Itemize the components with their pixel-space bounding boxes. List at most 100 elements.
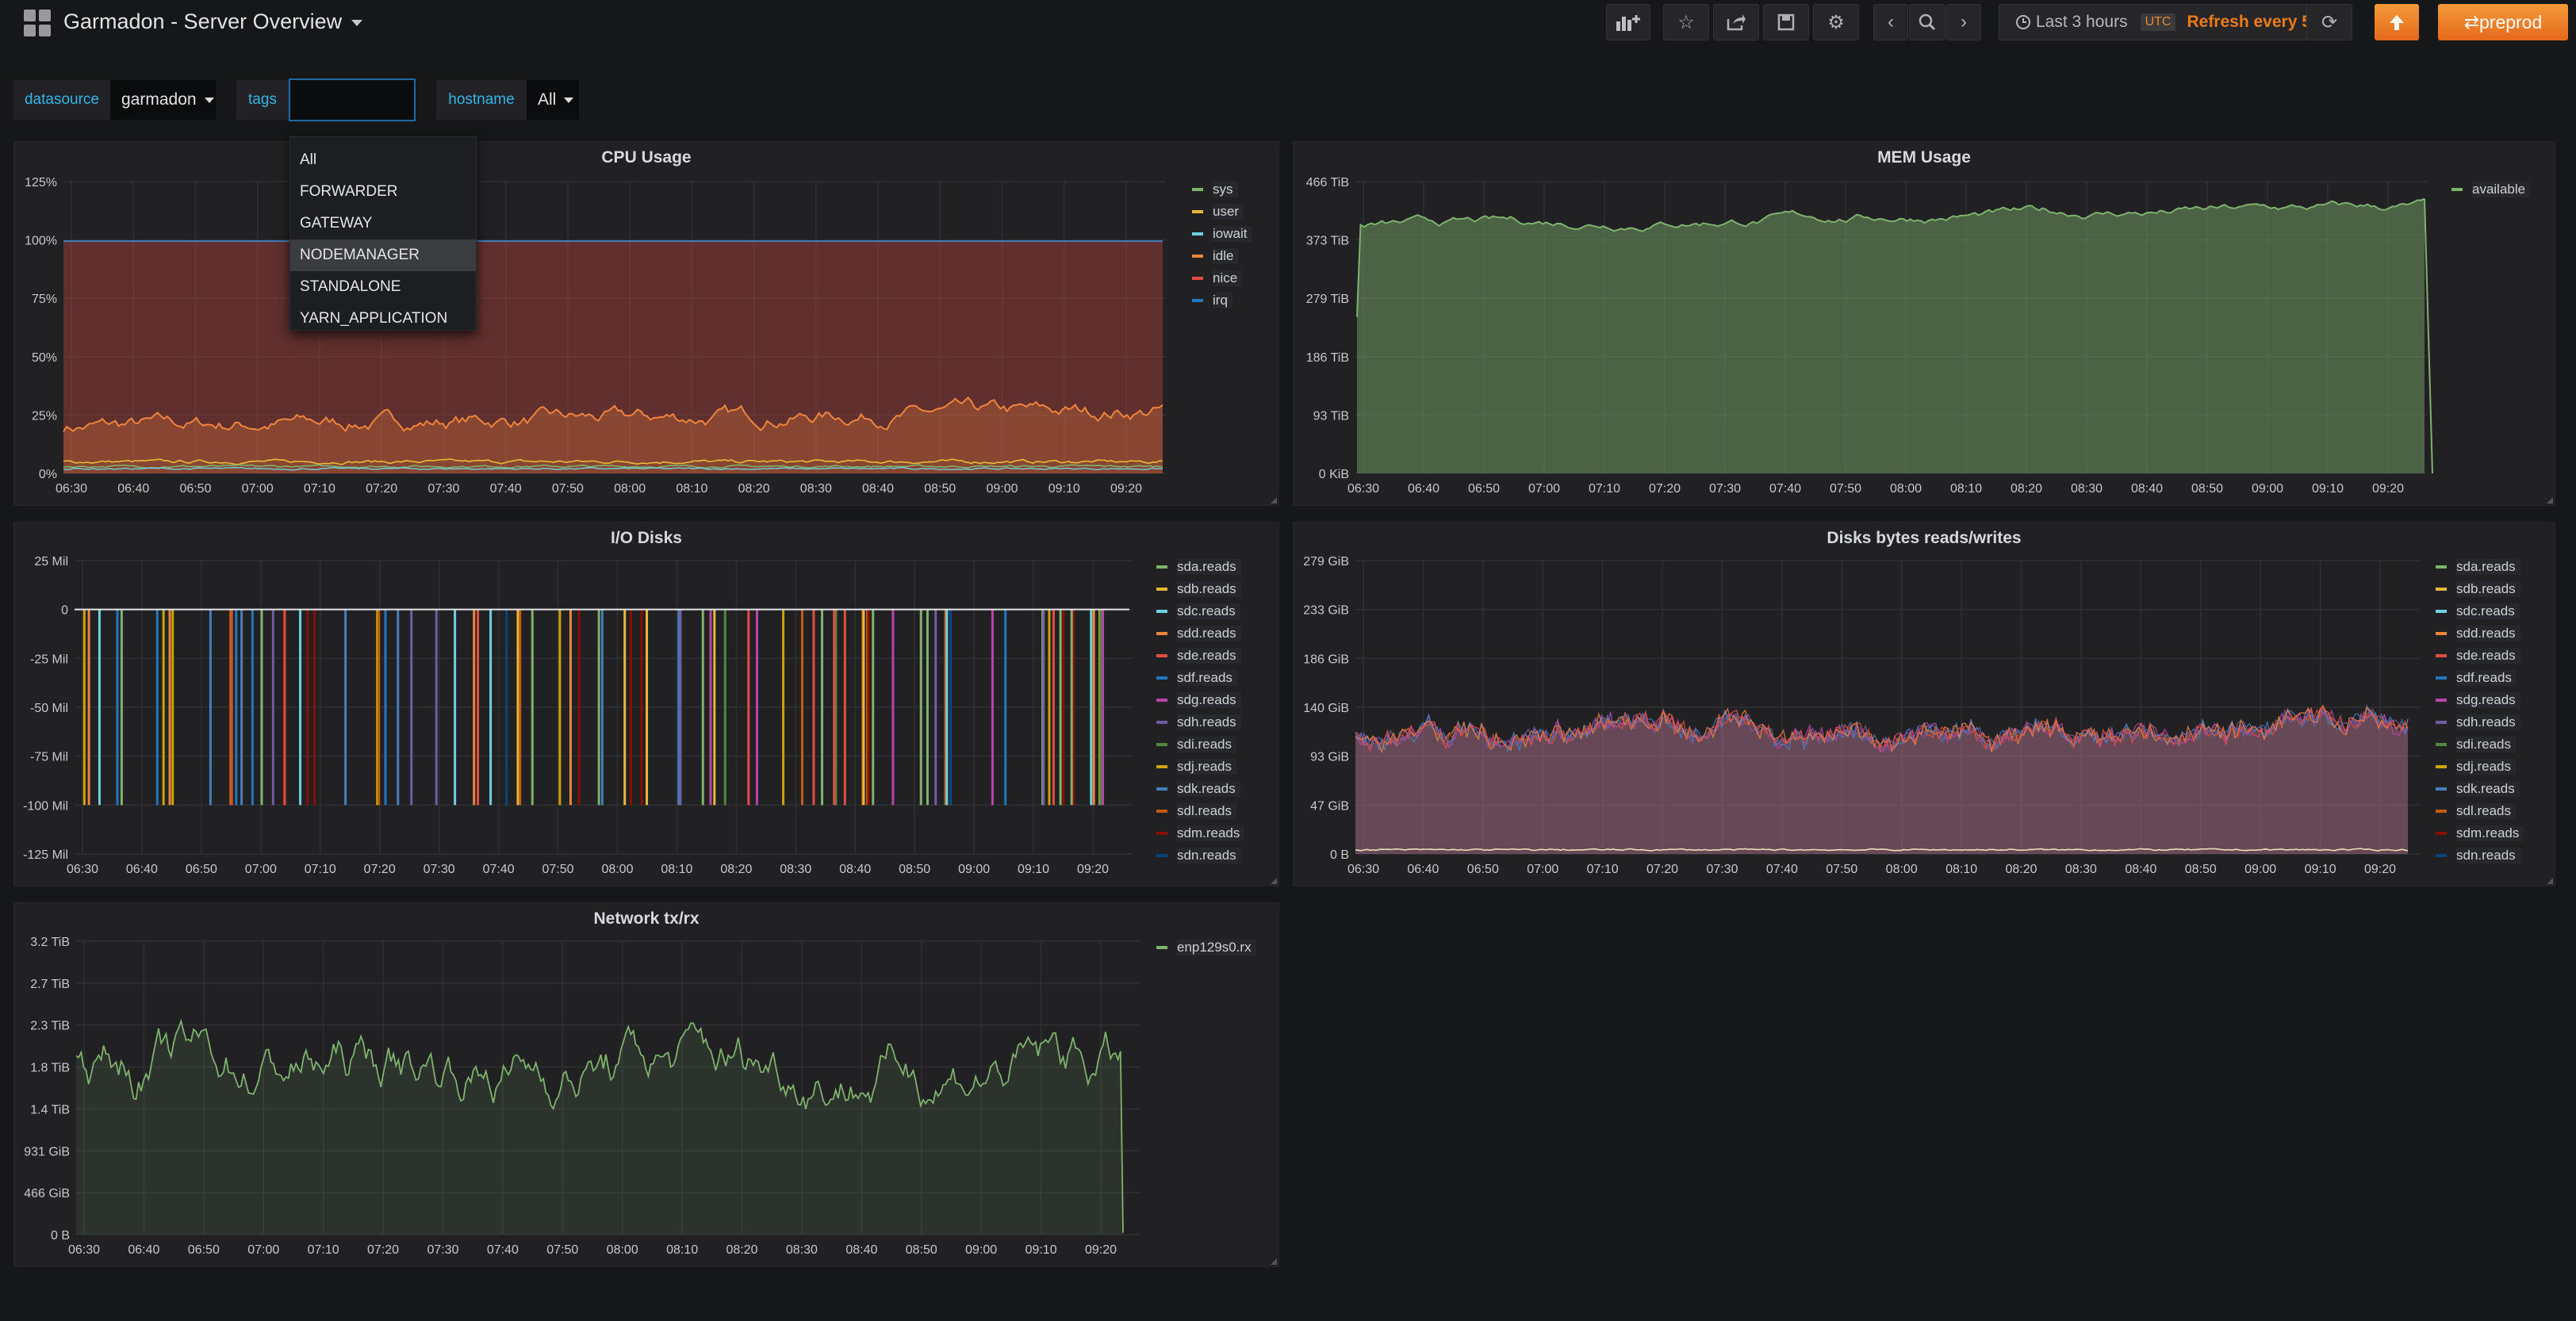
legend-item[interactable]: sdj.reads: [2436, 756, 2524, 778]
legend-item[interactable]: sdi.reads: [1156, 733, 1244, 756]
legend-item[interactable]: sdb.reads: [1156, 578, 1244, 600]
legend-item[interactable]: sdn.reads: [1156, 844, 1244, 867]
environment-button[interactable]: ⇄preprod: [2438, 4, 2568, 40]
legend-item[interactable]: sdl.reads: [2436, 800, 2524, 822]
legend-item[interactable]: sda.reads: [1156, 556, 1244, 578]
legend-item[interactable]: sdf.reads: [2436, 667, 2524, 689]
legend-item[interactable]: sdb.reads: [2436, 578, 2524, 600]
chevron-down-icon: [351, 19, 363, 26]
legend-item[interactable]: sde.reads: [2436, 645, 2524, 667]
save-button[interactable]: [1763, 4, 1809, 40]
refresh-icon: ⟳: [2321, 11, 2338, 33]
settings-button[interactable]: ⚙: [1813, 4, 1859, 40]
time-back-button[interactable]: ‹: [1873, 4, 1908, 40]
series-iowait-line: [63, 466, 1163, 471]
legend-label: sda.reads: [1177, 559, 1241, 575]
tags-option-standalone[interactable]: STANDALONE: [300, 278, 401, 295]
legend-item[interactable]: nice: [1192, 267, 1252, 289]
legend-item[interactable]: sdk.reads: [2436, 778, 2524, 800]
panel-title[interactable]: CPU Usage: [601, 148, 692, 167]
add-panel-button[interactable]: [1606, 4, 1650, 40]
legend-item[interactable]: sdd.reads: [2436, 622, 2524, 645]
zoom-out-icon: [1919, 13, 1936, 31]
legend-item[interactable]: sys: [1192, 178, 1252, 201]
dashboard-title[interactable]: Garmadon - Server Overview: [63, 10, 363, 34]
panel-cpu-usage[interactable]: CPU Usage 125% 100% 75% 50% 25% 0% 06:30 06:40 0…: [13, 141, 1279, 506]
legend-item[interactable]: iowait: [1192, 223, 1252, 245]
legend-item[interactable]: available: [2451, 178, 2531, 201]
tags-option-yarn-application[interactable]: YARN_APPLICATION: [300, 310, 448, 327]
legend-item[interactable]: irq: [1192, 289, 1252, 312]
legend-item[interactable]: sdd.reads: [1156, 622, 1244, 645]
panel-resize-handle[interactable]: [1271, 1258, 1277, 1265]
io-disks-graph[interactable]: 25 Mil 0 -25 Mil -50 Mil -75 Mil -100 Mil -125…: [14, 523, 1278, 886]
panel-title[interactable]: Disks bytes reads/writes: [1827, 529, 2022, 547]
legend-item[interactable]: sdh.reads: [1156, 711, 1244, 733]
legend-item[interactable]: sdc.reads: [1156, 600, 1244, 622]
y-tick-label: 0%: [39, 468, 57, 481]
y-tick-label: 466 TiB: [1306, 176, 1349, 190]
hostname-select[interactable]: All: [527, 80, 579, 120]
arrow-up-icon: [2390, 15, 2404, 30]
time-picker[interactable]: Last 3 hours UTC Refresh every 5m: [1999, 4, 2346, 40]
legend-label: sdf.reads: [1177, 670, 1237, 686]
legend-item[interactable]: sdj.reads: [1156, 756, 1244, 778]
panel-title[interactable]: Network tx/rx: [593, 909, 700, 928]
legend-item[interactable]: sde.reads: [1156, 645, 1244, 667]
panel-resize-handle[interactable]: [2547, 497, 2553, 504]
panel-resize-handle[interactable]: [1271, 497, 1277, 504]
chevron-down-icon: [564, 97, 574, 103]
legend-item[interactable]: sdm.reads: [1156, 822, 1245, 844]
tags-option-all[interactable]: All: [300, 151, 317, 168]
legend-label: sdd.reads: [1177, 626, 1241, 641]
legend-swatch: [2436, 565, 2447, 569]
legend-item[interactable]: enp129s0.rx: [1156, 936, 1256, 959]
tags-option-gateway[interactable]: GATEWAY: [300, 215, 373, 232]
refresh-button[interactable]: ⟳: [2306, 4, 2352, 40]
panel-title[interactable]: I/O Disks: [611, 529, 682, 547]
panel-title[interactable]: MEM Usage: [1877, 148, 1971, 167]
legend-item[interactable]: sda.reads: [2436, 556, 2524, 578]
legend-item[interactable]: user: [1192, 201, 1252, 223]
legend-item[interactable]: sdi.reads: [2436, 733, 2524, 756]
upload-button[interactable]: [2375, 4, 2419, 40]
legend-item[interactable]: sdf.reads: [1156, 667, 1244, 689]
panel-resize-handle[interactable]: [1271, 878, 1277, 884]
tags-search-input[interactable]: [289, 78, 416, 121]
legend-item[interactable]: sdm.reads: [2436, 822, 2524, 844]
legend-item[interactable]: sdh.reads: [2436, 711, 2524, 733]
datasource-select[interactable]: garmadon: [110, 80, 216, 120]
dashboards-grid-icon[interactable]: [24, 10, 51, 36]
x-tick-label: 07:30: [427, 1243, 458, 1257]
legend-item[interactable]: sdg.reads: [2436, 689, 2524, 711]
legend-swatch: [1156, 588, 1167, 591]
panel-resize-handle[interactable]: [2547, 878, 2553, 884]
time-forward-button[interactable]: ›: [1946, 4, 1981, 40]
series-available-area: [1357, 198, 2425, 473]
legend-item[interactable]: sdl.reads: [1156, 800, 1244, 822]
legend-item[interactable]: sdc.reads: [2436, 600, 2524, 622]
tags-option-forwarder[interactable]: FORWARDER: [300, 183, 398, 200]
x-tick-label: 08:40: [839, 863, 871, 876]
legend-item[interactable]: idle: [1192, 245, 1252, 267]
legend-item[interactable]: sdg.reads: [1156, 689, 1244, 711]
panel-network[interactable]: Network tx/rx 3.2 TiB 2.7 TiB 2.3 TiB 1.8 T…: [13, 902, 1279, 1267]
panel-io-disks[interactable]: I/O Disks 25 Mil 0 -25 Mil -50 Mil -75 Mil -1…: [13, 522, 1279, 886]
panel-mem-usage[interactable]: MEM Usage 466 TiB 373 TiB 279 TiB 186 TiB 93…: [1293, 141, 2555, 506]
legend-item[interactable]: sdn.reads: [2436, 844, 2524, 867]
panel-disks-bytes[interactable]: Disks bytes reads/writes 279 GiB 233 GiB 1…: [1293, 522, 2555, 886]
legend-swatch: [2436, 743, 2447, 746]
x-tick-label: 08:20: [738, 482, 770, 496]
legend-item[interactable]: sdk.reads: [1156, 778, 1244, 800]
cpu-usage-graph[interactable]: 125% 100% 75% 50% 25% 0%06:30 06:40 06:50 07:00 0…: [14, 142, 1278, 505]
tags-option-nodemanager[interactable]: NODEMANAGER: [290, 239, 476, 271]
network-graph[interactable]: 3.2 TiB 2.7 TiB 2.3 TiB 1.8 TiB 1.4 TiB 931 G…: [14, 903, 1278, 1266]
star-button[interactable]: ☆: [1663, 4, 1709, 40]
x-tick-label: 06:40: [128, 1243, 159, 1257]
legend-label: user: [1213, 204, 1244, 220]
legend-swatch: [2436, 699, 2447, 702]
share-button[interactable]: [1713, 4, 1759, 40]
zoom-out-button[interactable]: [1909, 4, 1945, 40]
disks-bytes-graph[interactable]: 279 GiB 233 GiB 186 GiB 140 GiB 93 GiB 47 GiB…: [1294, 523, 2555, 886]
